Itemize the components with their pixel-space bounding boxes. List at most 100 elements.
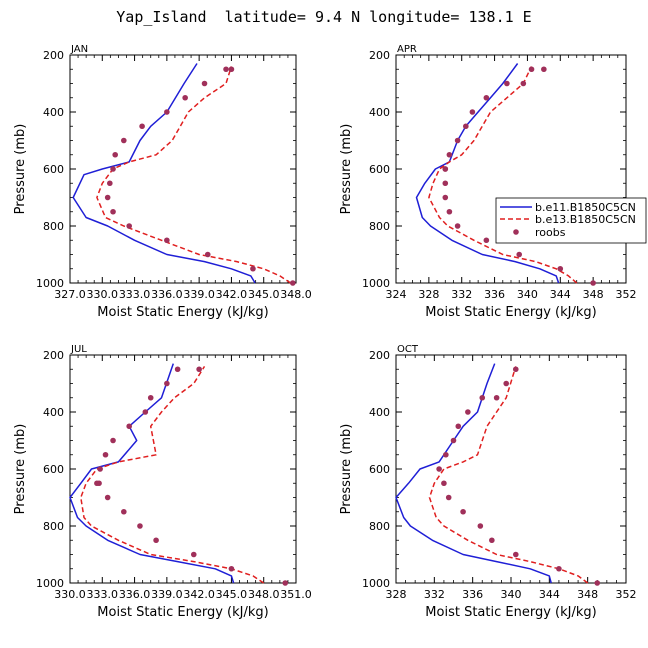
y-axis-label: Pressure (mb) [339, 424, 354, 515]
panel-jan: JAN 327.0 330.0 333.0 336.0 339.0 342.0 345.0 34… [13, 44, 312, 320]
plot-frame [395, 54, 627, 284]
series-line-model2 [428, 66, 578, 284]
obs-point [445, 494, 452, 501]
x-tick-label: 345.0 [248, 288, 280, 301]
x-tick-label: 340 [517, 288, 538, 301]
obs-point [228, 565, 235, 572]
obs-point [504, 80, 510, 87]
obs-point [126, 423, 132, 430]
obs-point [182, 94, 188, 101]
obs-point [94, 480, 100, 487]
series-line-model1 [72, 63, 256, 284]
obs-point [469, 109, 476, 115]
series-line-model1 [395, 363, 552, 584]
x-tick-label: 328 [386, 588, 407, 601]
series-line-model2 [96, 66, 292, 284]
y-axis-label: Pressure (mb) [339, 124, 354, 215]
x-tick-label: 330.0 [87, 288, 119, 301]
obs-point [104, 494, 111, 501]
obs-point [289, 280, 296, 286]
obs-point [463, 123, 469, 130]
obs-point [528, 66, 535, 73]
legend-marker-obs [513, 229, 519, 235]
obs-point [557, 265, 564, 272]
series-line-model2 [80, 366, 265, 584]
y-tick-label: 800 [369, 220, 390, 233]
obs-point [112, 151, 118, 158]
x-tick-label: 336.0 [119, 588, 151, 601]
obs-point [110, 437, 116, 444]
y-tick-label: 800 [43, 220, 64, 233]
obs-point [104, 194, 111, 201]
obs-point [512, 551, 519, 558]
x-tick-label: 332 [424, 588, 445, 601]
obs-point [465, 409, 471, 415]
y-tick-label: 600 [369, 163, 390, 176]
plot-frame [69, 354, 297, 584]
x-axis-label: Moist Static Energy (kJ/kg) [425, 305, 596, 320]
x-tick-label: 351.0 [280, 588, 312, 601]
obs-point [446, 208, 453, 215]
y-tick-label: 800 [43, 520, 64, 533]
x-tick-label: 344 [539, 588, 560, 601]
obs-point [450, 437, 457, 444]
legend-label-model2: b.e13.B1850C5CN [535, 213, 636, 226]
x-tick-label: 348.0 [280, 288, 312, 301]
obs-point [460, 508, 466, 515]
y-tick-label: 400 [369, 406, 390, 419]
obs-point [483, 94, 490, 101]
obs-point [196, 366, 202, 373]
x-tick-label: 344 [550, 288, 571, 301]
x-tick-label: 352 [616, 588, 637, 601]
y-tick-label: 600 [43, 163, 64, 176]
x-tick-label: 342.0 [216, 288, 248, 301]
obs-point [556, 565, 562, 572]
obs-point [282, 580, 289, 586]
series-line-model2 [428, 366, 589, 584]
obs-point [446, 151, 453, 158]
obs-point [442, 166, 449, 172]
obs-point [503, 380, 510, 387]
obs-point [454, 223, 461, 229]
panel-jul: JUL 330.0 333.0 336.0 339.0 342.0 345.0 348.0 35… [13, 344, 312, 620]
x-tick-label: 352 [616, 288, 637, 301]
obs-point [489, 537, 495, 544]
legend: b.e11.B1850C5CN b.e13.B1850C5CN roobs [495, 197, 647, 244]
panel-label: JAN [70, 44, 88, 55]
obs-point [590, 280, 596, 286]
obs-point [228, 66, 235, 73]
obs-point [520, 80, 527, 87]
obs-point [436, 466, 442, 472]
x-tick-label: 336 [484, 288, 505, 301]
obs-point [443, 451, 449, 458]
obs-point [137, 523, 143, 529]
obs-point [121, 508, 127, 515]
legend-box [495, 197, 647, 244]
obs-point [483, 237, 490, 244]
obs-point [110, 208, 116, 215]
x-axis-label: Moist Static Energy (kJ/kg) [425, 605, 596, 620]
panel-label: APR [397, 44, 417, 55]
obs-point [442, 194, 449, 201]
obs-point [174, 366, 181, 373]
x-axis-label: Moist Static Energy (kJ/kg) [97, 605, 268, 620]
obs-point [204, 251, 211, 258]
y-tick-label: 200 [43, 349, 64, 362]
obs-point [147, 394, 154, 401]
y-axis-label: Pressure (mb) [13, 424, 28, 515]
x-tick-label: 336 [462, 588, 483, 601]
obs-point [493, 394, 500, 401]
obs-point [442, 180, 449, 187]
x-tick-label: 333.0 [87, 588, 119, 601]
y-tick-label: 200 [369, 49, 390, 62]
x-tick-label: 333.0 [119, 288, 151, 301]
y-tick-label: 600 [43, 463, 64, 476]
y-tick-label: 400 [369, 106, 390, 119]
x-tick-label: 348.0 [248, 588, 280, 601]
x-tick-label: 342.0 [183, 588, 215, 601]
panel-oct: OCT 328 332 336 340 344 348 352 200 400 600 800 1000… [339, 344, 637, 620]
x-tick-label: 348 [577, 588, 598, 601]
obs-point [126, 223, 132, 229]
y-tick-label: 600 [369, 463, 390, 476]
obs-point [164, 237, 170, 244]
